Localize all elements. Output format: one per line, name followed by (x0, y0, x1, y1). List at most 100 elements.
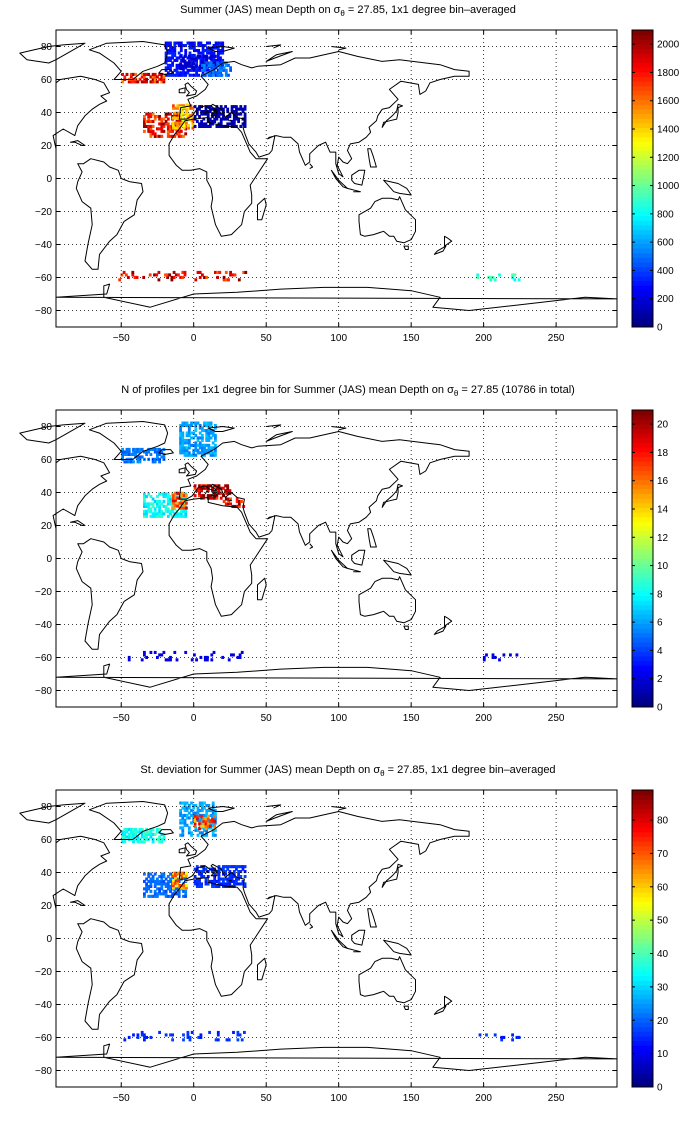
data-cell (176, 881, 180, 885)
data-cell (160, 832, 164, 836)
colorbar-segment (632, 516, 653, 522)
data-cell (202, 112, 206, 116)
data-cell (166, 875, 170, 879)
data-cell (156, 115, 159, 119)
data-cell (493, 278, 497, 282)
data-cell (136, 830, 140, 834)
data-cell (183, 54, 187, 58)
data-cell (127, 450, 131, 454)
data-cell (232, 122, 236, 126)
data-cell (182, 1038, 185, 1042)
colorbar-segment (632, 1003, 653, 1009)
data-cell (123, 452, 127, 456)
data-cell (211, 441, 215, 445)
data-cell (190, 53, 194, 57)
data-cell (132, 80, 135, 84)
colorbar-segment (632, 980, 653, 986)
colorbar-segment (632, 567, 653, 573)
data-cell (237, 119, 240, 123)
colorbar-segment (632, 549, 653, 555)
colorbar-segment (632, 266, 653, 272)
data-cell (193, 653, 196, 657)
data-cell (183, 801, 187, 805)
data-cell (169, 129, 172, 133)
data-cell (138, 840, 142, 844)
data-cell (125, 460, 129, 464)
data-cell (205, 424, 209, 428)
data-cell (187, 59, 191, 63)
data-cell (143, 509, 146, 513)
data-cell (166, 275, 169, 279)
coastline (330, 549, 348, 569)
data-cell (200, 110, 203, 114)
data-cell (123, 840, 127, 844)
data-cell (215, 124, 219, 128)
data-cell (160, 509, 164, 513)
data-cell (193, 875, 197, 879)
data-cell (164, 495, 168, 499)
data-cell (230, 105, 234, 109)
data-cell (206, 822, 210, 826)
data-cell (209, 431, 213, 435)
data-cell (166, 658, 170, 662)
colorbar-segment (632, 1068, 653, 1074)
colorbar-segment (632, 30, 653, 36)
data-cell (214, 54, 217, 58)
coastline (178, 51, 470, 178)
data-cell (181, 806, 185, 810)
data-cell (140, 75, 144, 79)
data-cell (179, 446, 182, 450)
data-cell (235, 124, 238, 128)
data-cell (208, 117, 212, 121)
data-cell (158, 117, 161, 121)
data-cell (147, 884, 151, 888)
data-cell (162, 875, 166, 879)
data-cell (171, 49, 174, 53)
data-cell (201, 806, 204, 810)
data-cell (187, 62, 191, 66)
y-tick-label: −40 (35, 240, 52, 251)
coastline (367, 908, 377, 928)
data-cell (515, 653, 519, 657)
data-cell (193, 822, 197, 826)
data-cell (185, 108, 189, 112)
data-cell (132, 72, 135, 76)
data-cell (198, 879, 201, 883)
data-cell (224, 73, 228, 77)
data-cell (206, 494, 210, 498)
data-cell (193, 486, 197, 490)
data-cell (151, 504, 155, 508)
x-tick-label: −50 (113, 1093, 130, 1104)
data-cell (169, 73, 172, 77)
data-cell (132, 830, 135, 834)
data-cell (200, 122, 203, 126)
data-cell (145, 835, 148, 839)
data-cell (218, 66, 222, 70)
data-cell (149, 127, 153, 131)
colorbar-tick-label: 20 (657, 1016, 669, 1027)
data-cell (166, 492, 170, 496)
data-cell (190, 46, 194, 50)
data-cell (175, 71, 179, 75)
data-cell (214, 71, 217, 75)
data-cell (169, 46, 172, 50)
colorbar-segment (632, 224, 653, 231)
data-cell (166, 879, 170, 883)
data-cell (171, 894, 174, 898)
data-cell (171, 56, 174, 60)
coastline (367, 148, 377, 168)
data-cell (158, 452, 161, 456)
data-cell (180, 109, 184, 113)
data-cell (219, 486, 223, 490)
data-cell (127, 835, 131, 839)
data-cell (201, 426, 204, 430)
data-cell (171, 51, 174, 55)
data-cell (184, 71, 188, 75)
colorbar-segment (632, 76, 653, 82)
data-cell (194, 828, 198, 832)
colorbar-tick-label: 40 (657, 949, 669, 960)
data-cell (214, 44, 218, 48)
data-cell (211, 811, 215, 815)
data-cell (183, 453, 187, 457)
data-cell (169, 127, 172, 131)
